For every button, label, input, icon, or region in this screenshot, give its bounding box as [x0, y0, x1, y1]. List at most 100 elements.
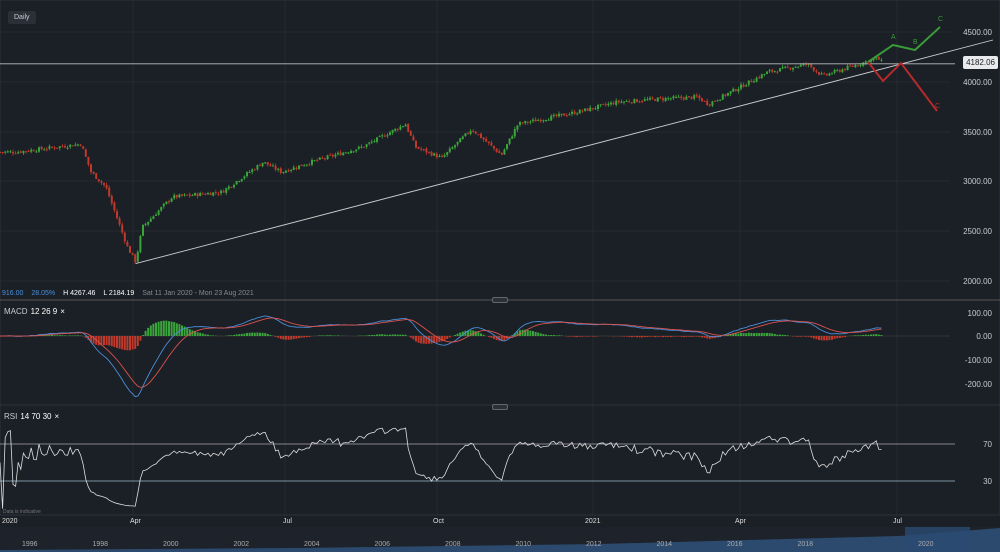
macd-histogram-bar: [435, 336, 438, 343]
macd-histogram-bar: [53, 335, 56, 336]
macd-histogram-bar: [448, 336, 451, 338]
price-tick: 4500.00: [963, 28, 992, 37]
macd-histogram-bar: [235, 334, 238, 336]
macd-histogram-bar: [58, 335, 61, 336]
candle-body: [511, 136, 514, 139]
macd-histogram-bar: [477, 332, 480, 336]
macd-histogram-bar: [204, 334, 207, 336]
candle-body: [121, 224, 124, 233]
macd-histogram-bar: [877, 334, 880, 336]
candle-body: [464, 133, 467, 137]
candle-body: [162, 203, 165, 207]
candle-body: [779, 68, 781, 72]
candle-body: [763, 73, 766, 75]
candle-body: [880, 59, 883, 61]
macd-histogram-bar: [469, 330, 472, 336]
candle-body: [638, 101, 641, 103]
candle-body: [534, 119, 537, 122]
macd-histogram-bar: [90, 336, 92, 343]
macd-histogram-bar: [186, 327, 189, 336]
macd-histogram-bar: [828, 336, 831, 341]
pane-resize-handle[interactable]: [492, 297, 508, 303]
macd-histogram-bar: [537, 332, 540, 336]
macd-histogram-bar: [810, 336, 813, 338]
macd-histogram-bar: [729, 334, 732, 336]
candle-body: [69, 144, 72, 148]
macd-histogram-bar: [56, 335, 59, 336]
candle-body: [386, 135, 389, 137]
candle-body: [64, 146, 66, 148]
macd-histogram-bar: [547, 335, 550, 336]
macd-histogram-bar: [149, 325, 152, 336]
candle-body: [357, 146, 360, 149]
macd-histogram-bar: [513, 333, 516, 336]
macd-histogram-bar: [651, 336, 654, 337]
candle-body: [766, 71, 768, 75]
wave-label: B: [913, 39, 918, 46]
macd-histogram-bar: [295, 336, 298, 339]
candle-body: [214, 192, 217, 194]
candle-body: [571, 111, 573, 114]
macd-line: [0, 315, 882, 398]
candle-body: [378, 135, 381, 137]
macd-histogram-bar: [168, 321, 170, 336]
candle-body: [45, 149, 48, 151]
low-value: L 2184.19: [103, 290, 135, 297]
macd-histogram-bar: [701, 336, 703, 338]
macd-histogram-bar: [490, 336, 493, 338]
pane-resize-handle[interactable]: [492, 404, 508, 410]
navigator-year: 2016: [727, 541, 743, 548]
macd-histogram-bar: [170, 321, 173, 336]
candle-body: [339, 152, 342, 156]
close-icon[interactable]: ×: [54, 412, 60, 421]
macd-histogram-bar: [480, 333, 482, 336]
macd-histogram-bar: [165, 320, 168, 336]
macd-histogram-bar: [61, 335, 64, 336]
macd-histogram-bar: [781, 334, 784, 336]
macd-histogram-bar: [872, 334, 875, 336]
candle-body: [818, 72, 820, 75]
macd-histogram-bar: [773, 333, 776, 336]
macd-histogram-bar: [420, 336, 423, 344]
candle-body: [212, 192, 215, 196]
macd-histogram-bar: [711, 336, 714, 339]
candle-body: [461, 136, 464, 139]
candle-body: [589, 107, 592, 112]
candle-body: [425, 148, 428, 153]
close-icon[interactable]: ×: [60, 307, 65, 316]
macd-histogram-bar: [815, 336, 818, 340]
candle-body: [316, 159, 319, 161]
navigator-year: 1996: [22, 541, 38, 548]
macd-histogram-bar: [45, 335, 48, 336]
candle-body: [844, 68, 846, 71]
navigator-window: [905, 527, 970, 552]
candle-body: [500, 152, 503, 155]
candle-body: [279, 168, 282, 174]
candle-body: [409, 130, 412, 136]
macd-histogram-bar: [576, 336, 579, 338]
candle-body: [610, 102, 612, 105]
candle-body: [165, 201, 168, 204]
macd-histogram-bar: [519, 330, 521, 336]
change-value: 916.00: [2, 290, 24, 297]
macd-histogram-bar: [836, 336, 839, 339]
macd-histogram-bar: [409, 336, 412, 338]
candle-body: [329, 154, 332, 156]
macd-histogram-bar: [568, 336, 571, 337]
macd-histogram-bar: [74, 335, 77, 336]
macd-histogram-bar: [573, 336, 576, 337]
macd-histogram-bar: [248, 332, 251, 336]
interval-selector[interactable]: Daily: [8, 11, 36, 24]
candle-body: [35, 151, 38, 153]
rsi-tick: 30: [983, 477, 992, 486]
candle-body: [370, 141, 373, 143]
macd-histogram-bar: [399, 334, 402, 336]
macd-histogram-bar: [677, 336, 680, 337]
macd-histogram-bar: [737, 333, 740, 336]
disclaimer: Data is indicative: [3, 509, 41, 515]
macd-histogram-bar: [745, 333, 748, 336]
candle-body: [420, 148, 423, 150]
macd-histogram-bar: [766, 332, 768, 336]
candle-body: [222, 190, 225, 193]
